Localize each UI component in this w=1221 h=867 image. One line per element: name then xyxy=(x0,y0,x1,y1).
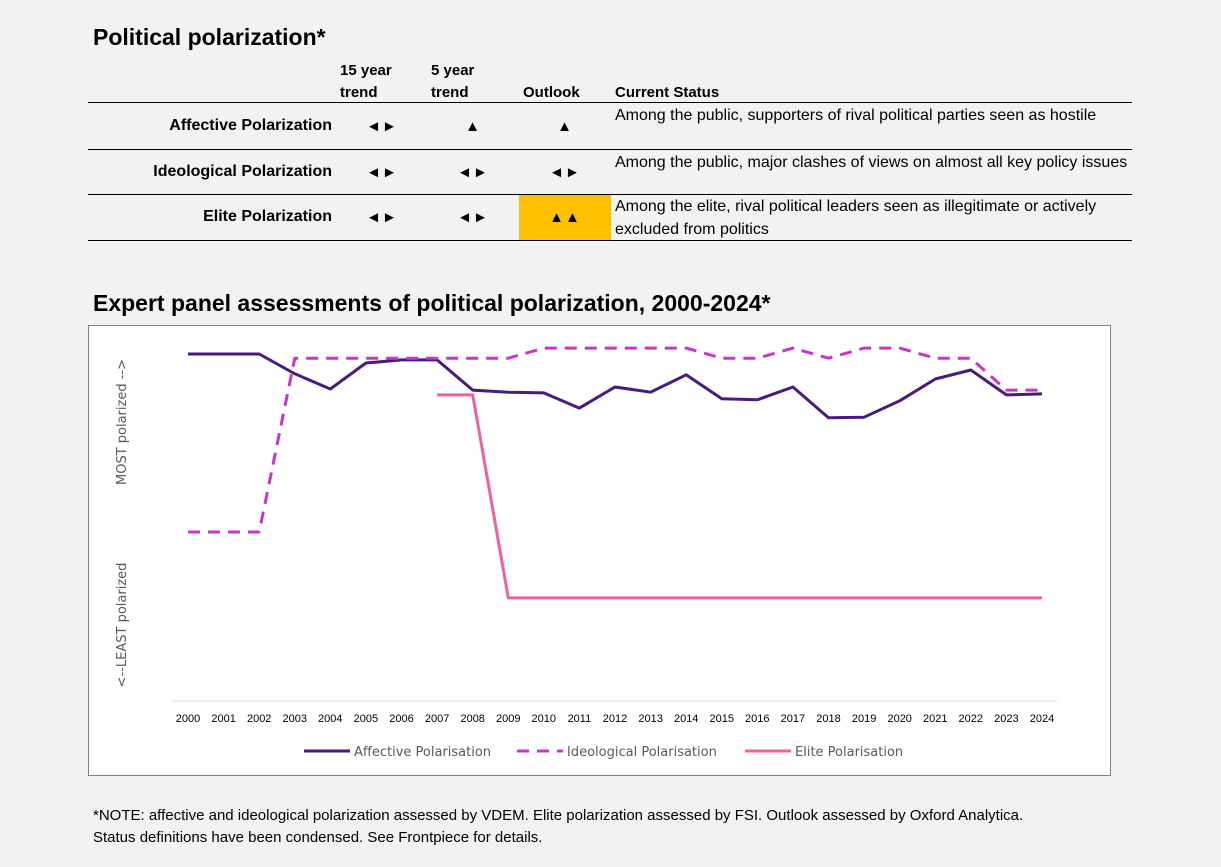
header-current-status: Current Status xyxy=(615,84,720,101)
table-title: Political polarization* xyxy=(93,24,326,50)
series-lines xyxy=(188,346,1043,600)
x-tick-label: 2016 xyxy=(745,713,769,725)
x-tick-label: 2023 xyxy=(994,713,1018,725)
trend-15-elite: ◄► xyxy=(366,209,398,226)
series-line-elite-polarisation xyxy=(437,393,1042,600)
footnote-line-1: *NOTE: affective and ideological polariz… xyxy=(93,807,1024,824)
y-axis-label-least: <--LEAST polarized xyxy=(115,563,130,688)
chart-title: Expert panel assessments of political po… xyxy=(93,290,771,316)
x-tick-label: 2005 xyxy=(354,713,378,725)
x-tick-label: 2000 xyxy=(176,713,200,725)
table-divider xyxy=(88,102,1132,103)
x-tick-label: 2008 xyxy=(460,713,484,725)
chart-area: MOST polarized --> <--LEAST polarized 20… xyxy=(88,325,1111,776)
x-tick-label: 2009 xyxy=(496,713,520,725)
x-tick-label: 2014 xyxy=(674,713,698,725)
trend-5-ideological: ◄► xyxy=(457,164,489,181)
x-tick-label: 2019 xyxy=(852,713,876,725)
series-line-affective-polarisation xyxy=(188,352,1043,420)
row-label-ideological: Ideological Polarization xyxy=(153,163,332,180)
x-tick-label: 2010 xyxy=(532,713,556,725)
x-tick-label: 2002 xyxy=(247,713,271,725)
legend-item: Affective Polarisation xyxy=(304,745,491,760)
x-tick-label: 2004 xyxy=(318,713,342,725)
legend: Affective Polarisation Ideological Polari… xyxy=(304,745,903,760)
outlook-ideological: ◄► xyxy=(549,164,581,181)
x-tick-label: 2006 xyxy=(389,713,413,725)
table-divider xyxy=(88,149,1132,150)
footnote: *NOTE: affective and ideological polariz… xyxy=(93,805,1193,849)
row-label-elite: Elite Polarization xyxy=(203,208,332,225)
x-tick-label: 2012 xyxy=(603,713,627,725)
x-tick-label: 2017 xyxy=(781,713,805,725)
status-ideological: Among the public, major clashes of views… xyxy=(615,154,1128,171)
header-15-year-trend: 15 year trend xyxy=(340,62,392,101)
y-axis-label-most: MOST polarized --> xyxy=(115,359,130,485)
status-elite: Among the elite, rival political leaders… xyxy=(615,198,1097,238)
x-tick-label: 2022 xyxy=(959,713,983,725)
x-tick-label: 2020 xyxy=(887,713,911,725)
x-tick-label: 2018 xyxy=(816,713,840,725)
table-divider xyxy=(88,240,1132,241)
legend-item: Elite Polarisation xyxy=(745,745,903,760)
x-tick-label: 2013 xyxy=(638,713,662,725)
legend-label: Elite Polarisation xyxy=(795,745,903,760)
outlook-elite: ▲▲ xyxy=(549,209,581,226)
legend-label: Ideological Polarisation xyxy=(567,745,717,760)
status-affective: Among the public, supporters of rival po… xyxy=(615,107,1097,124)
x-tick-label: 2003 xyxy=(283,713,307,725)
footnote-line-2: Status definitions have been condensed. … xyxy=(93,829,543,846)
trend-15-affective: ◄► xyxy=(366,118,398,135)
x-tick-label: 2007 xyxy=(425,713,449,725)
x-tick-label: 2021 xyxy=(923,713,947,725)
x-tick-label: 2001 xyxy=(211,713,235,725)
header-outlook: Outlook xyxy=(523,84,580,101)
table-divider xyxy=(88,194,1132,195)
row-label-affective: Affective Polarization xyxy=(169,117,332,134)
trend-5-affective: ▲ xyxy=(465,118,481,135)
outlook-affective: ▲ xyxy=(557,118,573,135)
series-line-ideological-polarisation xyxy=(188,346,1042,534)
legend-item: Ideological Polarisation xyxy=(517,745,717,760)
x-tick-label: 2011 xyxy=(568,713,592,725)
outlook-highlight xyxy=(519,195,611,240)
x-tick-label: 2015 xyxy=(710,713,734,725)
trend-5-elite: ◄► xyxy=(457,209,489,226)
header-5-year-trend: 5 year trend xyxy=(431,62,475,101)
trend-15-ideological: ◄► xyxy=(366,164,398,181)
legend-label: Affective Polarisation xyxy=(354,745,491,760)
x-tick-labels: 2000 2001 2002 2003 2004 2005 2006 2007 2008 2009… xyxy=(176,713,1054,725)
x-tick-label: 2024 xyxy=(1030,713,1054,725)
line-chart: MOST polarized --> <--LEAST polarized 20… xyxy=(115,346,1057,760)
